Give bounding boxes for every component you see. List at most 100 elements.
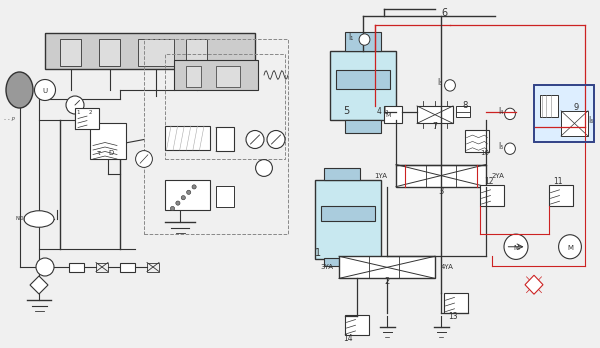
Text: 2: 2 (88, 110, 92, 115)
Text: 3YA: 3YA (320, 264, 334, 270)
Bar (534, 85, 594, 142)
Bar (324, 168, 360, 180)
Circle shape (181, 196, 185, 200)
Text: M: M (513, 245, 519, 251)
Bar (324, 258, 360, 266)
Text: M: M (567, 245, 573, 251)
Bar (45, 33, 255, 69)
Circle shape (66, 96, 84, 114)
Circle shape (256, 160, 272, 176)
Circle shape (505, 108, 515, 120)
Text: 1: 1 (76, 110, 80, 115)
Bar (315, 180, 381, 259)
Bar (165, 180, 210, 210)
Bar (60, 39, 81, 66)
Bar (384, 106, 402, 124)
Text: I₄: I₄ (499, 107, 503, 116)
Bar (216, 66, 240, 87)
Circle shape (35, 79, 56, 101)
Circle shape (136, 151, 152, 167)
Text: 3: 3 (439, 187, 443, 196)
Text: 14: 14 (343, 334, 353, 343)
Bar (90, 123, 126, 159)
Bar (396, 165, 486, 187)
Text: NI0): NI0) (16, 216, 26, 221)
Bar (345, 315, 369, 335)
Bar (186, 39, 207, 66)
Text: 2: 2 (385, 277, 389, 286)
Circle shape (505, 143, 515, 155)
Bar (321, 206, 375, 221)
Text: M: M (386, 113, 391, 118)
Circle shape (359, 34, 370, 45)
Bar (216, 127, 234, 151)
Bar (465, 130, 489, 152)
Circle shape (559, 235, 581, 259)
Bar (444, 293, 468, 313)
Bar (174, 60, 258, 90)
Circle shape (445, 80, 455, 91)
Bar (480, 185, 504, 206)
Text: 6: 6 (441, 8, 447, 18)
Ellipse shape (24, 211, 54, 227)
Text: 11: 11 (553, 177, 563, 187)
Bar (330, 50, 396, 120)
Text: 13: 13 (448, 312, 458, 321)
Text: I₁: I₁ (349, 33, 353, 42)
Bar (69, 262, 84, 271)
Text: U: U (43, 88, 47, 94)
Text: 7: 7 (433, 122, 437, 131)
Bar (549, 185, 573, 206)
Text: 9: 9 (574, 103, 578, 112)
Circle shape (267, 130, 285, 149)
Text: I₂: I₂ (383, 107, 388, 116)
Bar (561, 111, 588, 136)
Text: I₃: I₃ (437, 78, 442, 87)
Bar (138, 39, 174, 66)
Text: 4: 4 (377, 107, 382, 116)
Text: τ: τ (97, 150, 101, 156)
Bar (216, 186, 234, 207)
Text: 4YA: 4YA (440, 264, 454, 270)
Bar (186, 66, 201, 87)
Circle shape (192, 185, 196, 189)
Bar (417, 106, 453, 124)
Text: 2YA: 2YA (491, 173, 505, 179)
Polygon shape (567, 101, 579, 108)
Circle shape (36, 258, 54, 276)
Circle shape (170, 206, 175, 211)
Text: I₅: I₅ (499, 142, 503, 151)
Polygon shape (15, 79, 24, 97)
Polygon shape (30, 276, 48, 294)
Text: - - P: - - P (4, 118, 14, 122)
Text: 1: 1 (315, 248, 321, 258)
Bar (339, 256, 435, 278)
Circle shape (187, 190, 191, 195)
Bar (75, 108, 99, 129)
Bar (540, 95, 558, 117)
Bar (345, 32, 381, 50)
Circle shape (176, 201, 180, 205)
Circle shape (391, 108, 401, 120)
Bar (456, 106, 470, 117)
Bar (144, 39, 288, 234)
Text: 12: 12 (484, 177, 494, 187)
Bar (345, 120, 381, 133)
Text: 10: 10 (480, 150, 489, 157)
Bar (99, 39, 120, 66)
Text: 5: 5 (343, 106, 350, 116)
Bar (147, 262, 159, 271)
Circle shape (504, 234, 528, 259)
Bar (534, 85, 594, 142)
Text: 8: 8 (463, 102, 467, 110)
Ellipse shape (6, 72, 33, 108)
Bar (336, 70, 390, 89)
Circle shape (246, 130, 264, 149)
Polygon shape (525, 275, 543, 294)
Bar (165, 54, 285, 159)
Text: 1YA: 1YA (374, 173, 388, 179)
Bar (165, 126, 210, 150)
Bar (96, 262, 108, 271)
Text: I₆: I₆ (589, 116, 593, 125)
Text: D: D (109, 150, 113, 156)
